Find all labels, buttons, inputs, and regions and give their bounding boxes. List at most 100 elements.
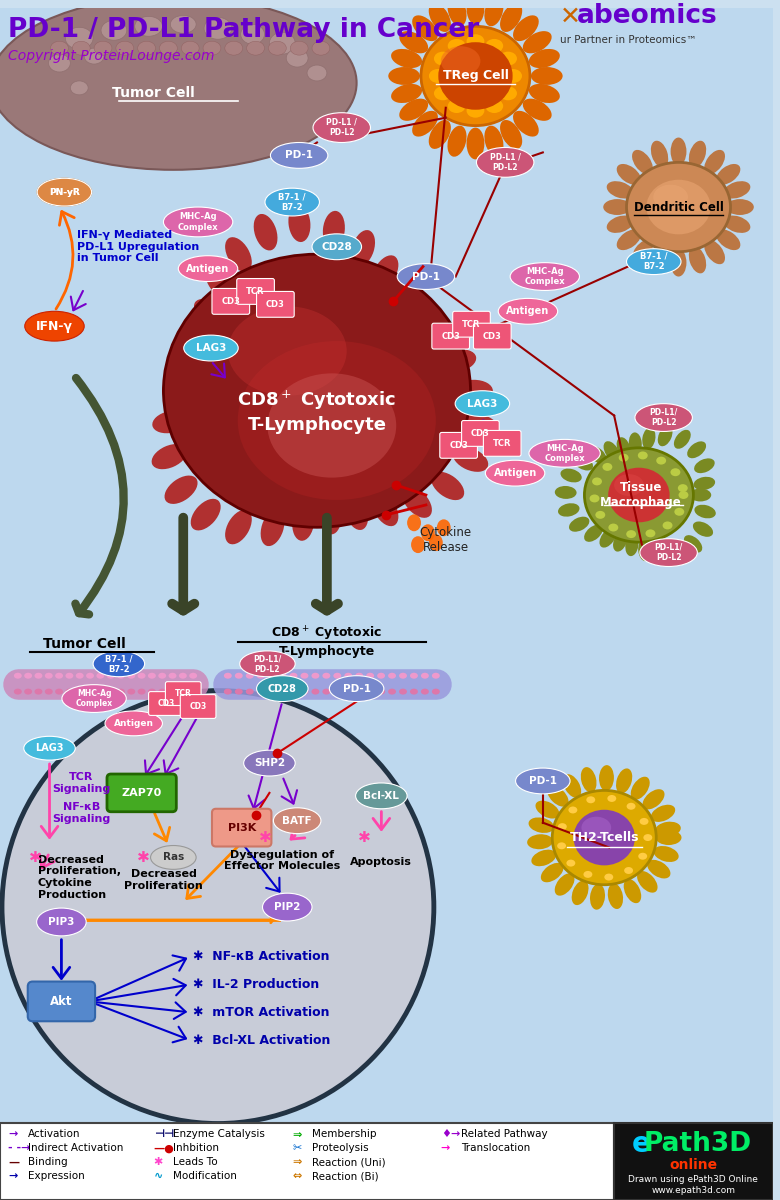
Ellipse shape	[268, 673, 275, 679]
Ellipse shape	[407, 515, 421, 532]
Ellipse shape	[66, 689, 73, 695]
Ellipse shape	[168, 689, 176, 695]
Ellipse shape	[37, 179, 91, 206]
Text: PD-L1/
PD-L2: PD-L1/ PD-L2	[654, 542, 682, 563]
Ellipse shape	[638, 853, 647, 859]
Ellipse shape	[366, 689, 374, 695]
Text: ZAP70: ZAP70	[122, 788, 161, 798]
Ellipse shape	[569, 517, 590, 532]
Text: —●: —●	[154, 1144, 175, 1153]
Ellipse shape	[76, 673, 83, 679]
Text: Copyright ProteinLounge.com: Copyright ProteinLounge.com	[8, 49, 215, 64]
Ellipse shape	[55, 673, 63, 679]
Text: ∿: ∿	[154, 1171, 163, 1181]
Ellipse shape	[635, 403, 693, 432]
Text: Antigen: Antigen	[494, 468, 537, 478]
Ellipse shape	[391, 49, 422, 68]
Ellipse shape	[356, 782, 407, 809]
Ellipse shape	[117, 689, 125, 695]
Text: CD3: CD3	[190, 702, 207, 710]
Ellipse shape	[466, 103, 484, 118]
Ellipse shape	[203, 41, 221, 55]
Text: PD-1: PD-1	[529, 776, 557, 786]
Ellipse shape	[584, 448, 693, 542]
Ellipse shape	[523, 98, 551, 121]
Ellipse shape	[671, 248, 686, 276]
Ellipse shape	[569, 806, 577, 814]
Text: ♦→: ♦→	[441, 1129, 460, 1140]
Ellipse shape	[164, 208, 232, 236]
Ellipse shape	[333, 673, 342, 679]
Text: ✱: ✱	[154, 1157, 163, 1168]
Text: ✱  NF-κB Activation: ✱ NF-κB Activation	[193, 950, 330, 964]
Ellipse shape	[726, 199, 753, 215]
Ellipse shape	[402, 302, 434, 331]
Ellipse shape	[529, 49, 560, 68]
FancyBboxPatch shape	[452, 311, 491, 337]
FancyBboxPatch shape	[148, 691, 184, 715]
Text: —: —	[8, 1157, 19, 1168]
Ellipse shape	[97, 689, 105, 695]
Text: PD-1: PD-1	[285, 150, 313, 161]
Ellipse shape	[629, 432, 642, 455]
Ellipse shape	[165, 475, 197, 504]
Text: PI3K: PI3K	[228, 823, 256, 833]
Ellipse shape	[689, 246, 706, 274]
Text: LAG3: LAG3	[35, 743, 64, 754]
Ellipse shape	[429, 4, 451, 32]
Ellipse shape	[555, 486, 576, 499]
Text: Path3D: Path3D	[644, 1132, 752, 1157]
FancyBboxPatch shape	[257, 292, 294, 317]
Ellipse shape	[194, 299, 227, 328]
Ellipse shape	[420, 324, 455, 349]
Ellipse shape	[24, 689, 32, 695]
Ellipse shape	[434, 86, 452, 101]
Ellipse shape	[97, 673, 105, 679]
Ellipse shape	[626, 530, 636, 538]
Ellipse shape	[344, 689, 353, 695]
Text: PN-yR: PN-yR	[49, 187, 80, 197]
Ellipse shape	[421, 689, 429, 695]
Ellipse shape	[179, 689, 186, 695]
Ellipse shape	[238, 341, 436, 500]
Ellipse shape	[311, 673, 319, 679]
Text: Enzyme Catalysis: Enzyme Catalysis	[173, 1129, 265, 1140]
Text: abeomics: abeomics	[576, 4, 718, 29]
Text: CD3: CD3	[449, 440, 468, 450]
Ellipse shape	[631, 776, 650, 799]
Ellipse shape	[372, 256, 399, 289]
Text: TCR: TCR	[246, 287, 265, 296]
Ellipse shape	[448, 0, 466, 26]
FancyBboxPatch shape	[165, 682, 201, 706]
Ellipse shape	[675, 508, 684, 516]
Ellipse shape	[151, 846, 196, 869]
Ellipse shape	[604, 442, 619, 461]
Ellipse shape	[158, 673, 166, 679]
Text: CD8$^+$ Cytotoxic: CD8$^+$ Cytotoxic	[271, 625, 382, 643]
Ellipse shape	[693, 522, 713, 536]
Ellipse shape	[592, 478, 602, 485]
Text: ur Partner in Proteomics™: ur Partner in Proteomics™	[560, 35, 697, 46]
Text: B7-1 /
B7-2: B7-1 / B7-2	[278, 192, 306, 211]
Ellipse shape	[499, 52, 517, 66]
Ellipse shape	[499, 86, 517, 101]
Ellipse shape	[421, 673, 429, 679]
Ellipse shape	[616, 768, 633, 793]
Ellipse shape	[137, 673, 146, 679]
FancyBboxPatch shape	[107, 774, 176, 811]
Text: ✱  mTOR Activation: ✱ mTOR Activation	[193, 1006, 330, 1019]
Ellipse shape	[410, 689, 418, 695]
Ellipse shape	[23, 737, 76, 760]
Text: IFN-γ Mediated
PD-L1 Upregulation
in Tumor Cell: IFN-γ Mediated PD-L1 Upregulation in Tum…	[77, 230, 200, 263]
Ellipse shape	[271, 143, 328, 168]
Ellipse shape	[671, 468, 680, 476]
Ellipse shape	[523, 31, 551, 53]
Ellipse shape	[432, 673, 440, 679]
Text: T-Lymphocyte: T-Lymphocyte	[247, 416, 386, 434]
Ellipse shape	[485, 38, 503, 53]
Ellipse shape	[484, 0, 503, 26]
Ellipse shape	[603, 199, 631, 215]
Ellipse shape	[654, 846, 679, 862]
Ellipse shape	[191, 499, 221, 530]
Ellipse shape	[566, 859, 576, 866]
